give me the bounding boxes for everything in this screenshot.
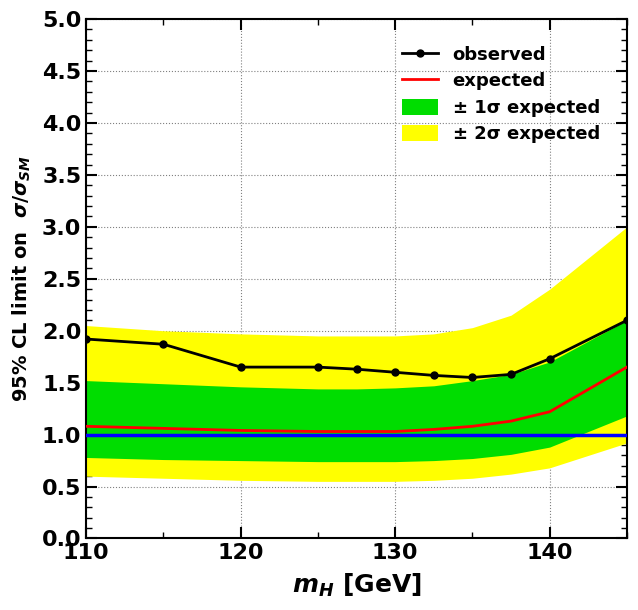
Legend: observed, expected, ± 1σ expected, ± 2σ expected: observed, expected, ± 1σ expected, ± 2σ … <box>395 38 607 151</box>
X-axis label: $m_H$ [GeV]: $m_H$ [GeV] <box>292 572 421 599</box>
Y-axis label: 95% CL limit on  $\sigma/\sigma_{SM}$: 95% CL limit on $\sigma/\sigma_{SM}$ <box>11 156 33 402</box>
